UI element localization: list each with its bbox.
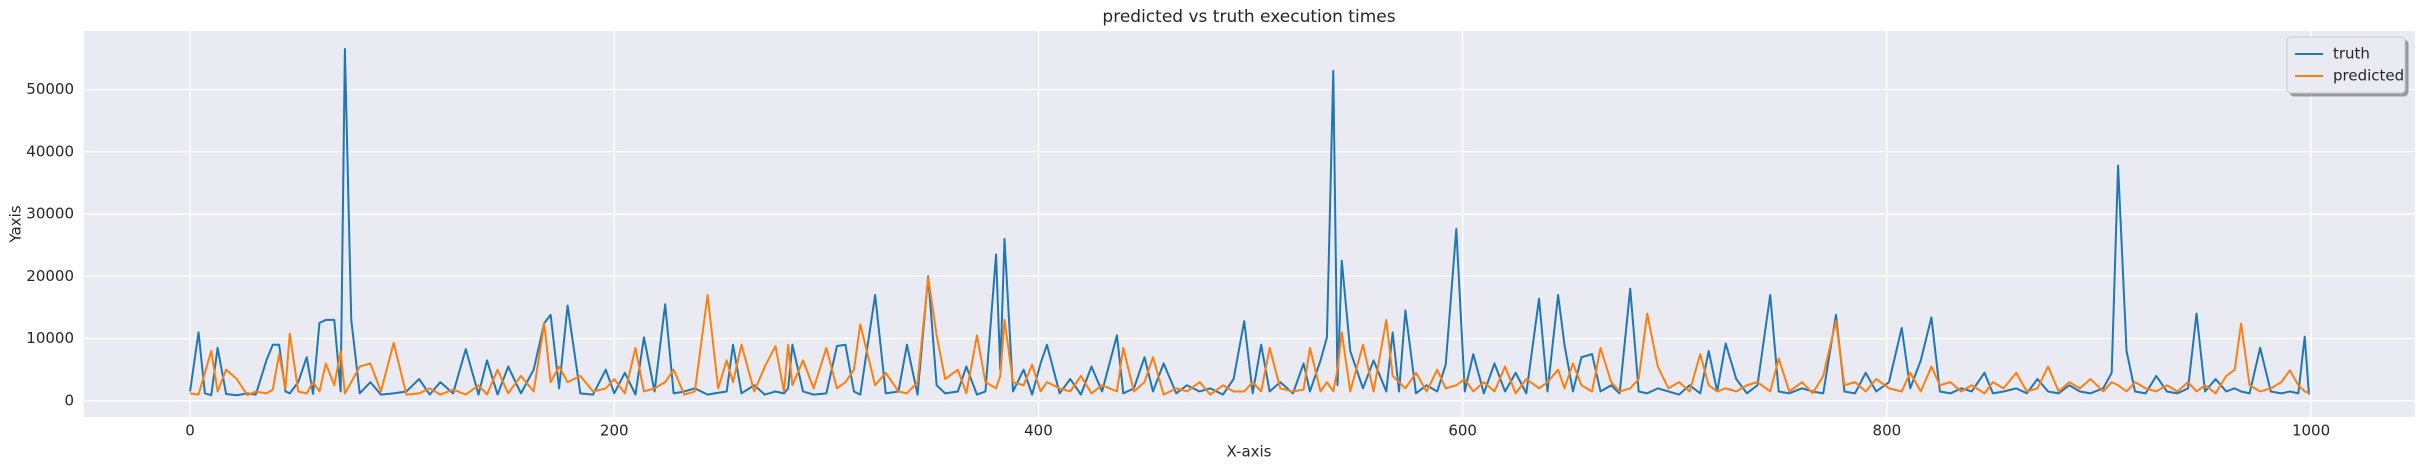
line-series [189,48,2310,397]
y-tick-label: 10000 [26,329,74,347]
x-tick-label: 200 [600,422,629,440]
x-tick-label: 1000 [2292,422,2330,440]
chart-title: predicted vs truth execution times [1102,7,1395,27]
x-tick-label: 800 [1873,422,1902,440]
y-tick-label: 30000 [26,205,74,223]
legend-label: truth [2333,45,2370,63]
plot-background [84,31,2415,417]
labels: 0 200 400 600 800 100001000020000300004000050… [26,80,2330,439]
x-tick-label: 600 [1448,422,1477,440]
x-tick-label: 400 [1024,422,1053,440]
x-axis-label: X-axis [1227,443,1272,461]
y-tick-label: 20000 [26,267,74,285]
legend-label: predicted [2333,67,2404,85]
lines [189,48,2310,397]
x-tick-label: 0 [185,422,195,440]
y-axis-label: Yaxis [7,205,25,243]
y-tick-label: 40000 [26,142,74,160]
grid [84,31,2415,417]
y-tick-label: 0 [64,391,74,409]
line-series [189,276,2310,397]
legend-box [2286,36,2406,94]
legend: truth predicted [2286,36,2406,94]
y-tick-label: 50000 [26,80,74,98]
